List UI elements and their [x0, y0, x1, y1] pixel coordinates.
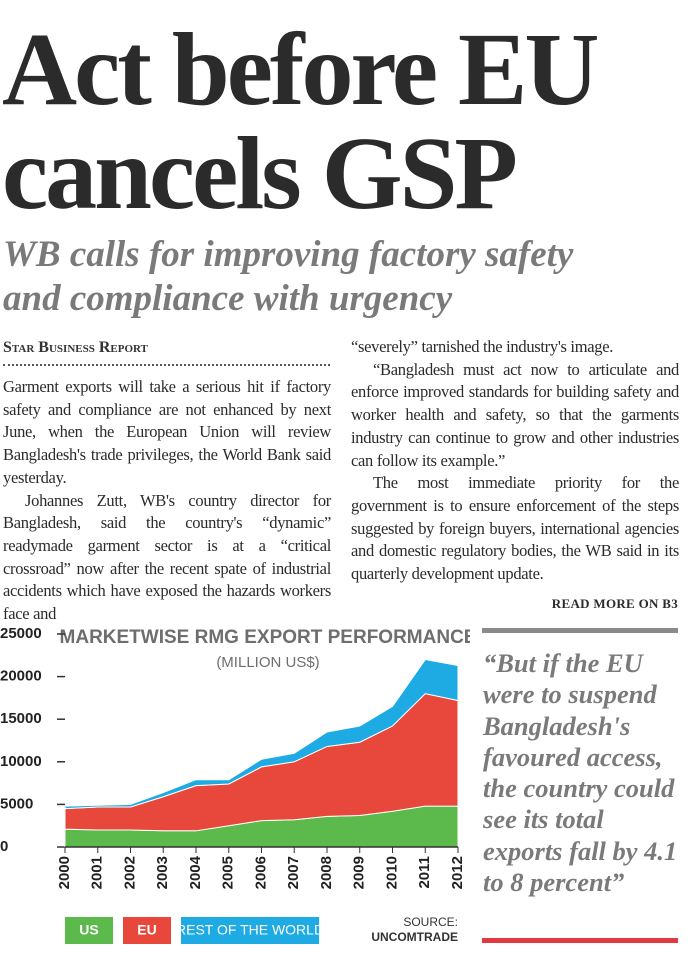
pull-quote: “But if the EU were to suspend Banglades… [483, 648, 678, 898]
paragraph: The most immediate priority for the gove… [351, 473, 679, 584]
source: UNCOMTRADE [371, 930, 458, 944]
x-tick-label: 2003 [154, 856, 171, 889]
x-tick-label: 2002 [121, 856, 138, 889]
y-tick-label: 15000 [0, 710, 42, 727]
chart: MARKETWISE RMG EXPORT PERFORMANCE (MILLI… [0, 625, 470, 944]
y-tick-label: 25000 [0, 625, 42, 642]
x-tick-label: 2007 [285, 856, 302, 889]
x-tick-label: 2004 [187, 855, 204, 889]
y-tick-label: 20000 [0, 668, 42, 685]
chart-title: MARKETWISE RMG EXPORT PERFORMANCE [60, 627, 470, 648]
x-tick-label: 2001 [89, 856, 106, 889]
legend-label: REST OF THE WORLD [176, 922, 324, 938]
quote-rule [482, 938, 678, 943]
y-tick-label: 5000 [0, 795, 33, 812]
legend-swatch [65, 917, 113, 944]
headline: Act before EU [2, 12, 599, 127]
quote-rule [482, 628, 678, 633]
read-more: READ MORE ON B3 [551, 596, 678, 611]
chart-subtitle: (MILLION US$) [216, 654, 319, 671]
paragraph: Johannes Zutt, WB's country director for… [3, 490, 331, 624]
legend-label: EU [137, 922, 156, 938]
legend-label: US [79, 922, 98, 938]
subheadline: and compliance with urgency [3, 278, 453, 319]
x-tick-label: 2008 [318, 856, 335, 889]
area [64, 659, 459, 810]
column: “severely” tarnished the industry's imag… [351, 336, 679, 586]
y-tick-label: 10000 [0, 753, 42, 770]
paragraph: “severely” tarnished the industry's imag… [351, 337, 614, 356]
x-tick-label: 2011 [416, 856, 433, 889]
x-tick-label: 2006 [252, 856, 269, 889]
subheadline: WB calls for improving factory safety [3, 234, 574, 275]
divider [3, 364, 330, 366]
x-tick-label: 2012 [449, 856, 466, 889]
paragraph: Garment exports will take a serious hit … [3, 377, 331, 487]
x-tick-label: 2005 [220, 856, 237, 889]
paragraph: “Bangladesh must act now to articulate a… [351, 359, 679, 470]
x-tick-label: 2000 [56, 856, 73, 889]
headline: cancels GSP [2, 116, 518, 231]
y-tick-label: 0 [0, 838, 8, 855]
column: Garment exports will take a serious hit … [3, 376, 331, 626]
legend-swatch [123, 917, 171, 944]
source-label: SOURCE: [403, 915, 458, 929]
byline: Star Business Report [3, 339, 148, 356]
legend-swatch [181, 917, 320, 944]
x-tick-label: 2010 [383, 856, 400, 889]
x-tick-label: 2009 [351, 856, 368, 889]
